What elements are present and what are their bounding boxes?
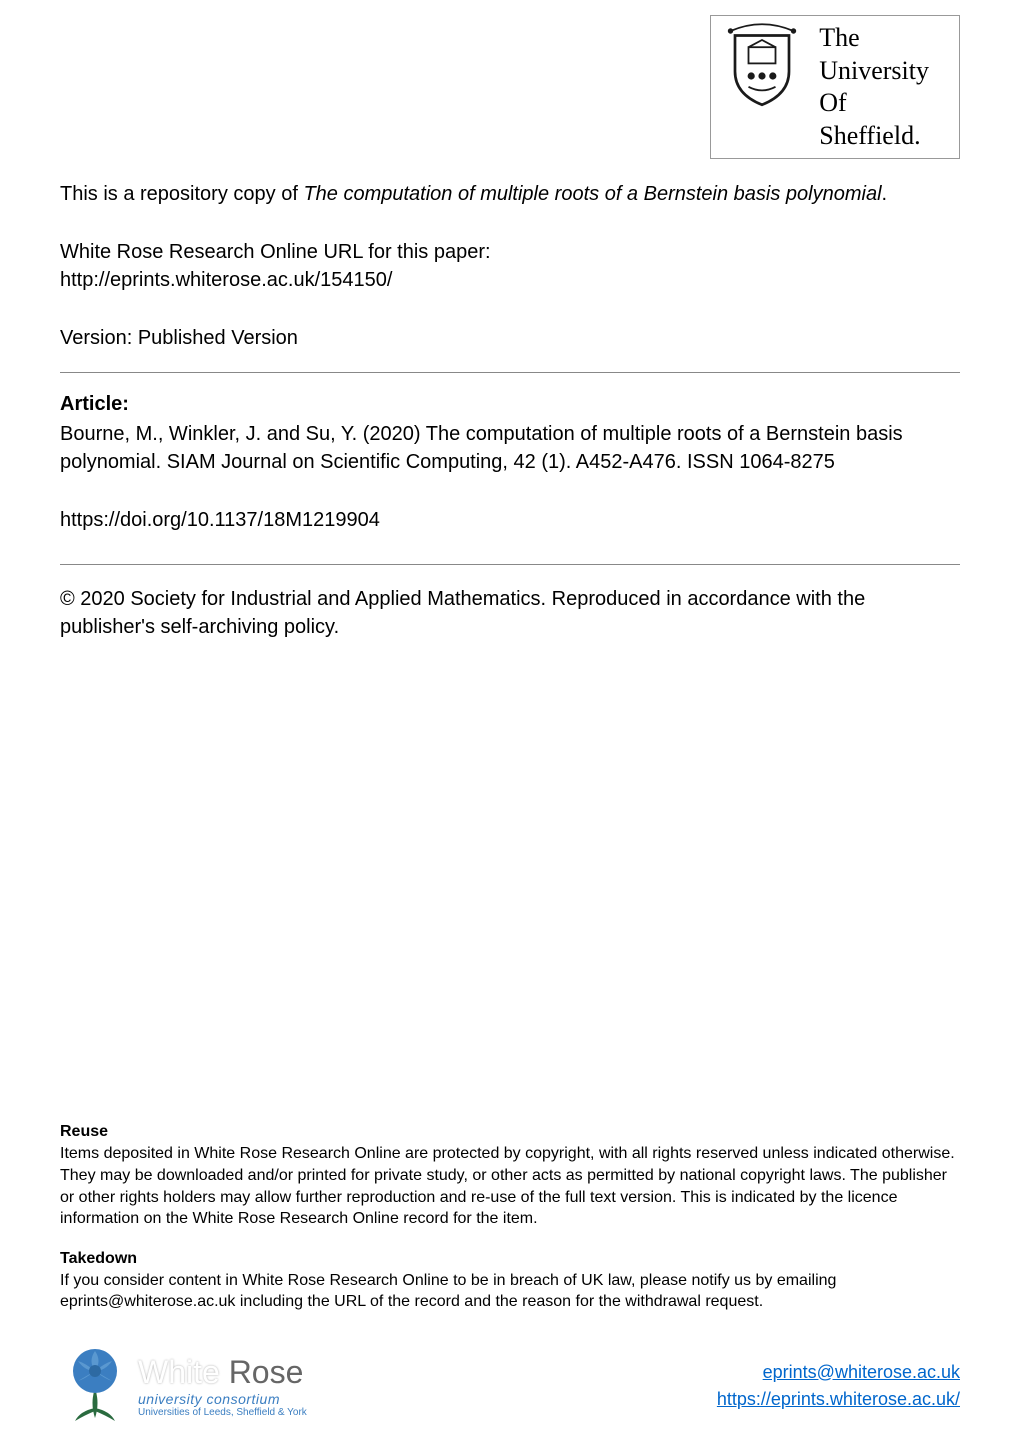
- intro-suffix: .: [882, 183, 888, 205]
- divider: [60, 372, 960, 373]
- footer-logo-text: White Rose university consortium Univers…: [138, 1354, 307, 1418]
- paper-title: The computation of multiple roots of a B…: [303, 183, 881, 205]
- institution-header: The University Of Sheffield.: [710, 15, 960, 159]
- footer-subtitle: Universities of Leeds, Sheffield & York: [138, 1407, 307, 1418]
- institution-line: Of: [819, 87, 929, 120]
- citation-text: Bourne, M., Winkler, J. and Su, Y. (2020…: [60, 420, 960, 476]
- brand-white: White: [138, 1354, 220, 1390]
- brand-rose: Rose: [220, 1354, 304, 1390]
- reuse-body: Items deposited in White Rose Research O…: [60, 1143, 960, 1229]
- policy-section: Reuse Items deposited in White Rose Rese…: [60, 1123, 960, 1313]
- divider: [60, 564, 960, 565]
- footer: White Rose university consortium Univers…: [60, 1343, 960, 1428]
- footer-brand-name: White Rose: [138, 1354, 307, 1391]
- takedown-heading: Takedown: [60, 1250, 960, 1268]
- version-text: Version: Published Version: [60, 324, 960, 352]
- university-crest-icon: [717, 22, 807, 112]
- footer-tagline: university consortium: [138, 1391, 307, 1407]
- license-notice: © 2020 Society for Industrial and Applie…: [60, 585, 960, 641]
- institution-line: Sheffield.: [819, 120, 929, 153]
- article-heading: Article:: [60, 393, 960, 416]
- rose-icon: [60, 1343, 130, 1428]
- takedown-body: If you consider content in White Rose Re…: [60, 1270, 960, 1313]
- intro-prefix: This is a repository copy of: [60, 183, 303, 205]
- url-label: White Rose Research Online URL for this …: [60, 238, 960, 266]
- contact-email-link[interactable]: eprints@whiterose.ac.uk: [763, 1362, 960, 1382]
- intro-paragraph: This is a repository copy of The computa…: [60, 180, 960, 208]
- institution-line: University: [819, 55, 929, 88]
- institution-name: The University Of Sheffield.: [819, 22, 929, 152]
- white-rose-logo: White Rose university consortium Univers…: [60, 1343, 307, 1428]
- main-content: This is a repository copy of The computa…: [60, 180, 960, 661]
- repository-url: http://eprints.whiterose.ac.uk/154150/: [60, 266, 960, 294]
- footer-links: eprints@whiterose.ac.uk https://eprints.…: [717, 1359, 960, 1413]
- doi-link: https://doi.org/10.1137/18M1219904: [60, 506, 960, 534]
- reuse-heading: Reuse: [60, 1123, 960, 1141]
- institution-line: The: [819, 22, 929, 55]
- repository-site-link[interactable]: https://eprints.whiterose.ac.uk/: [717, 1389, 960, 1409]
